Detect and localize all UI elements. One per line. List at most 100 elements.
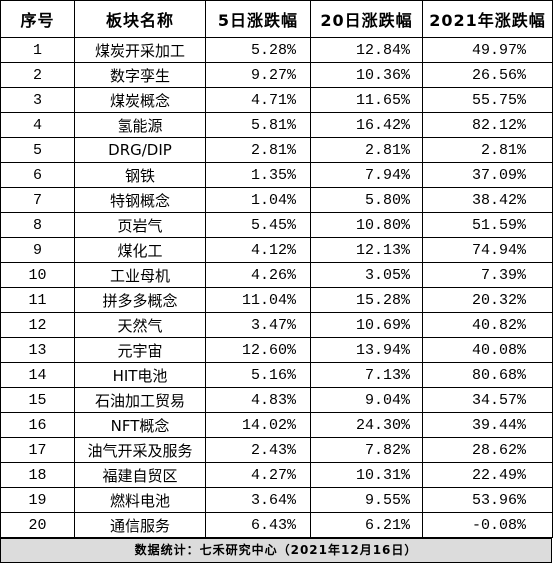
cell-change-5d: 2.81% xyxy=(205,137,311,163)
cell-change-20d: 2.81% xyxy=(310,137,423,163)
cell-sector-name: DRG/DIP xyxy=(74,137,206,163)
cell-seq: 17 xyxy=(0,437,75,463)
cell-sector-name: 福建自贸区 xyxy=(74,462,206,488)
cell-seq: 6 xyxy=(0,162,75,188)
cell-seq: 8 xyxy=(0,212,75,238)
header-seq: 序号 xyxy=(0,0,75,38)
cell-change-5d: 6.43% xyxy=(205,512,311,538)
cell-change-5d: 4.27% xyxy=(205,462,311,488)
cell-change-20d: 12.13% xyxy=(310,237,423,263)
cell-seq: 12 xyxy=(0,312,75,338)
cell-change-2021: 40.08% xyxy=(422,337,553,363)
cell-sector-name: 元宇宙 xyxy=(74,337,206,363)
cell-change-20d: 6.21% xyxy=(310,512,423,538)
table-row: 10 工业母机 4.26% 3.05% 7.39% xyxy=(0,262,553,288)
cell-seq: 13 xyxy=(0,337,75,363)
cell-change-20d: 10.80% xyxy=(310,212,423,238)
header-row: 序号 板块名称 5日涨跌幅 20日涨跌幅 2021年涨跌幅 xyxy=(0,0,553,38)
cell-change-20d: 10.36% xyxy=(310,62,423,88)
table-row: 5 DRG/DIP 2.81% 2.81% 2.81% xyxy=(0,137,553,163)
cell-change-5d: 3.64% xyxy=(205,487,311,513)
table-row: 12 天然气 3.47% 10.69% 40.82% xyxy=(0,312,553,338)
cell-change-2021: 55.75% xyxy=(422,87,553,113)
cell-change-5d: 9.27% xyxy=(205,62,311,88)
table-row: 6 钢铁 1.35% 7.94% 37.09% xyxy=(0,162,553,188)
cell-seq: 11 xyxy=(0,287,75,313)
cell-change-2021: 51.59% xyxy=(422,212,553,238)
cell-seq: 14 xyxy=(0,362,75,388)
header-change-2021: 2021年涨跌幅 xyxy=(422,0,553,38)
cell-change-20d: 7.82% xyxy=(310,437,423,463)
cell-seq: 7 xyxy=(0,187,75,213)
cell-sector-name: 页岩气 xyxy=(74,212,206,238)
cell-change-5d: 3.47% xyxy=(205,312,311,338)
cell-sector-name: 煤化工 xyxy=(74,237,206,263)
table-row: 1 煤炭开采加工 5.28% 12.84% 49.97% xyxy=(0,37,553,63)
cell-change-5d: 12.60% xyxy=(205,337,311,363)
cell-change-2021: 2.81% xyxy=(422,137,553,163)
cell-change-20d: 12.84% xyxy=(310,37,423,63)
cell-change-5d: 4.71% xyxy=(205,87,311,113)
table-row: 14 HIT电池 5.16% 7.13% 80.68% xyxy=(0,362,553,388)
cell-change-5d: 5.28% xyxy=(205,37,311,63)
cell-change-2021: 7.39% xyxy=(422,262,553,288)
cell-change-20d: 13.94% xyxy=(310,337,423,363)
cell-change-5d: 2.43% xyxy=(205,437,311,463)
cell-change-5d: 11.04% xyxy=(205,287,311,313)
cell-sector-name: 石油加工贸易 xyxy=(74,387,206,413)
cell-change-5d: 5.45% xyxy=(205,212,311,238)
data-source-footer: 数据统计：七禾研究中心（2021年12月16日） xyxy=(0,538,552,563)
cell-change-2021: 20.32% xyxy=(422,287,553,313)
cell-seq: 19 xyxy=(0,487,75,513)
cell-change-2021: 80.68% xyxy=(422,362,553,388)
cell-change-2021: 74.94% xyxy=(422,237,553,263)
cell-change-5d: 5.81% xyxy=(205,112,311,138)
header-change-5d: 5日涨跌幅 xyxy=(205,0,311,38)
cell-change-20d: 5.80% xyxy=(310,187,423,213)
cell-sector-name: 氢能源 xyxy=(74,112,206,138)
table-row: 3 煤炭概念 4.71% 11.65% 55.75% xyxy=(0,87,553,113)
cell-change-20d: 16.42% xyxy=(310,112,423,138)
cell-seq: 20 xyxy=(0,512,75,538)
cell-sector-name: 数字孪生 xyxy=(74,62,206,88)
table-row: 17 油气开采及服务 2.43% 7.82% 28.62% xyxy=(0,437,553,463)
cell-change-5d: 1.04% xyxy=(205,187,311,213)
cell-change-20d: 24.30% xyxy=(310,412,423,438)
cell-change-2021: 37.09% xyxy=(422,162,553,188)
cell-change-20d: 3.05% xyxy=(310,262,423,288)
table-row: 16 NFT概念 14.02% 24.30% 39.44% xyxy=(0,412,553,438)
cell-seq: 18 xyxy=(0,462,75,488)
cell-change-20d: 11.65% xyxy=(310,87,423,113)
cell-change-5d: 4.26% xyxy=(205,262,311,288)
cell-sector-name: 油气开采及服务 xyxy=(74,437,206,463)
table-row: 15 石油加工贸易 4.83% 9.04% 34.57% xyxy=(0,387,553,413)
cell-seq: 4 xyxy=(0,112,75,138)
table-row: 11 拼多多概念 11.04% 15.28% 20.32% xyxy=(0,287,553,313)
cell-change-2021: 28.62% xyxy=(422,437,553,463)
table-row: 2 数字孪生 9.27% 10.36% 26.56% xyxy=(0,62,553,88)
cell-change-20d: 10.31% xyxy=(310,462,423,488)
cell-sector-name: 天然气 xyxy=(74,312,206,338)
table-row: 7 特钢概念 1.04% 5.80% 38.42% xyxy=(0,187,553,213)
cell-change-2021: 40.82% xyxy=(422,312,553,338)
cell-sector-name: 通信服务 xyxy=(74,512,206,538)
table-row: 8 页岩气 5.45% 10.80% 51.59% xyxy=(0,212,553,238)
cell-change-2021: 39.44% xyxy=(422,412,553,438)
table-body: 1 煤炭开采加工 5.28% 12.84% 49.97% 2 数字孪生 9.27% 10.36%… xyxy=(0,37,553,538)
table-row: 19 燃料电池 3.64% 9.55% 53.96% xyxy=(0,487,553,513)
cell-seq: 9 xyxy=(0,237,75,263)
table-row: 4 氢能源 5.81% 16.42% 82.12% xyxy=(0,112,553,138)
cell-sector-name: HIT电池 xyxy=(74,362,206,388)
cell-change-20d: 15.28% xyxy=(310,287,423,313)
sector-performance-table: 序号 板块名称 5日涨跌幅 20日涨跌幅 2021年涨跌幅 1 煤炭开采加工 5.2… xyxy=(0,0,553,538)
cell-change-20d: 9.55% xyxy=(310,487,423,513)
cell-change-5d: 14.02% xyxy=(205,412,311,438)
cell-seq: 10 xyxy=(0,262,75,288)
cell-seq: 3 xyxy=(0,87,75,113)
cell-change-2021: 82.12% xyxy=(422,112,553,138)
table-row: 18 福建自贸区 4.27% 10.31% 22.49% xyxy=(0,462,553,488)
cell-change-5d: 5.16% xyxy=(205,362,311,388)
cell-sector-name: 钢铁 xyxy=(74,162,206,188)
table-row: 20 通信服务 6.43% 6.21% -0.08% xyxy=(0,512,553,538)
cell-change-20d: 7.13% xyxy=(310,362,423,388)
